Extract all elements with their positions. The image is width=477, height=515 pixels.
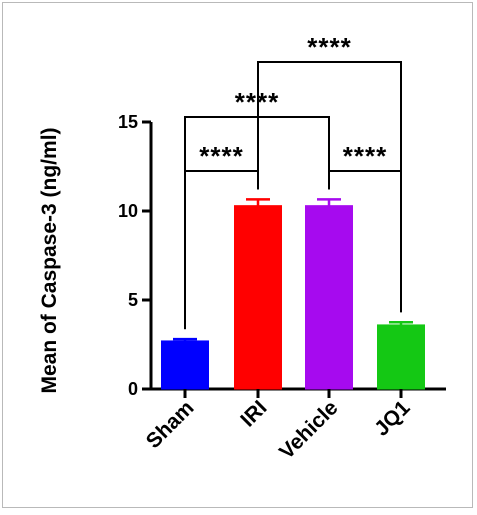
y-tick-label: 0 — [128, 379, 138, 399]
bar — [377, 324, 425, 390]
significance-bracket — [257, 61, 402, 313]
bar-chart: 0 5 10 15 Mean of Caspase-3 (ng/ml) Sham IRI Ve… — [38, 32, 446, 464]
significance-label: **** — [199, 141, 243, 171]
significance-label: **** — [235, 87, 279, 117]
bar — [234, 205, 282, 390]
category-label: JQ1 — [370, 396, 415, 441]
bar — [161, 340, 209, 390]
y-tick-label: 15 — [118, 112, 138, 132]
significance-label: **** — [343, 141, 387, 171]
figure-frame: 0 5 10 15 Mean of Caspase-3 (ng/ml) Sham IRI Ve… — [2, 2, 473, 508]
chart-group: 0 5 10 15 Mean of Caspase-3 (ng/ml) Sham IRI Ve… — [38, 32, 446, 464]
bar — [305, 205, 353, 390]
category-label: IRI — [236, 396, 271, 431]
y-tick-label: 10 — [118, 201, 138, 221]
significance-label: **** — [307, 32, 351, 62]
y-tick-label: 5 — [128, 290, 138, 310]
category-label: Vehicle — [275, 396, 342, 463]
category-label: Sham — [142, 396, 199, 453]
y-axis-title: Mean of Caspase-3 (ng/ml) — [38, 127, 61, 393]
